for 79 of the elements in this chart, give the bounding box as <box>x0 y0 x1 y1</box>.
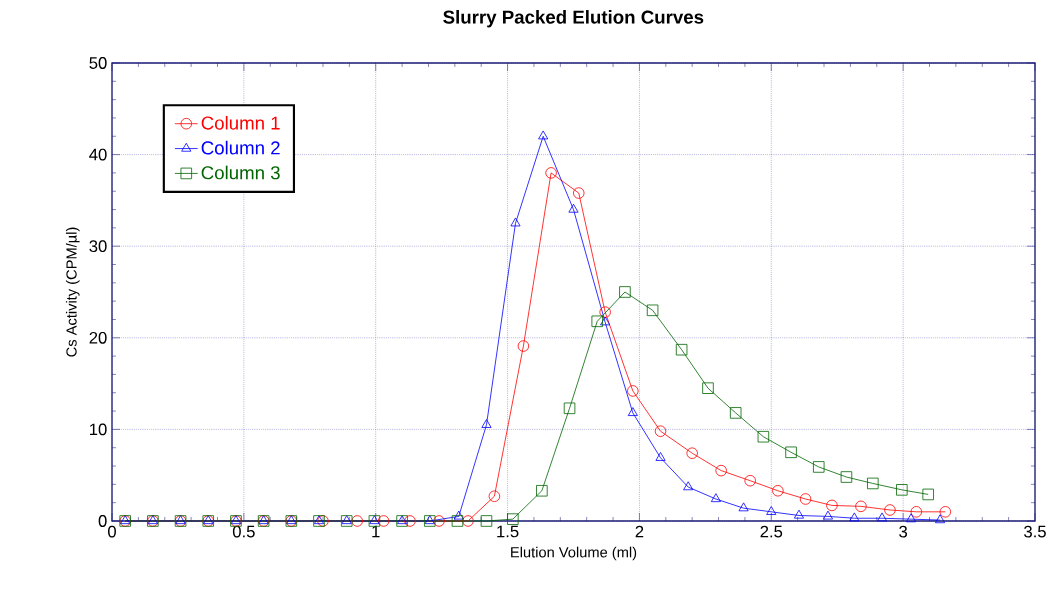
y-tick-label: 50 <box>89 57 107 69</box>
point <box>766 506 777 515</box>
point <box>744 474 756 487</box>
point <box>599 306 611 318</box>
point <box>729 407 742 419</box>
y-axis-title: Cs Activity (CPM/µl) <box>65 227 80 357</box>
point <box>686 447 698 459</box>
x-tick-label: 3.5 <box>1024 525 1046 538</box>
point <box>591 315 603 328</box>
legend-label: Column 3 <box>201 165 280 180</box>
point <box>404 515 416 527</box>
point <box>935 514 946 524</box>
point <box>619 286 631 298</box>
point <box>793 509 804 519</box>
point <box>317 515 329 527</box>
x-axis-title: Elution Volume (ml) <box>511 546 637 561</box>
point <box>573 187 585 199</box>
x-tick-label: 0.5 <box>232 525 255 538</box>
point <box>675 343 688 356</box>
point <box>481 419 492 428</box>
point <box>738 502 749 512</box>
point <box>600 316 611 326</box>
point <box>813 461 825 473</box>
point <box>772 485 784 497</box>
point <box>451 515 464 527</box>
point <box>627 385 639 397</box>
x-tick-label: 2.5 <box>760 525 783 538</box>
point <box>517 340 530 352</box>
y-tick-label: 10 <box>90 423 107 436</box>
point <box>896 484 908 496</box>
y-tick-label: 0 <box>98 515 107 527</box>
point <box>462 515 474 527</box>
legend-label: Column 2 <box>201 140 280 155</box>
point <box>654 425 667 437</box>
point <box>906 513 917 523</box>
point <box>822 510 833 520</box>
point <box>826 499 838 512</box>
y-tick-label: 30 <box>89 240 107 253</box>
point <box>510 217 521 227</box>
point <box>683 481 694 491</box>
point <box>757 430 770 443</box>
point <box>715 464 727 477</box>
point <box>840 471 853 483</box>
point <box>799 493 812 505</box>
point <box>655 452 666 461</box>
point <box>538 130 549 140</box>
point <box>563 402 576 415</box>
y-tick-label: 20 <box>89 331 107 344</box>
x-tick-label: 2 <box>635 525 644 538</box>
chart-title: Slurry Packed Elution Curves <box>443 10 704 28</box>
point <box>433 515 445 527</box>
legend-label: Column 1 <box>201 115 280 130</box>
point <box>910 506 923 518</box>
point <box>377 515 390 527</box>
point <box>507 513 519 525</box>
point <box>488 490 501 502</box>
y-tick-label: 40 <box>89 148 107 161</box>
point <box>536 485 548 497</box>
x-tick-label: 3 <box>899 525 908 538</box>
point <box>877 512 888 522</box>
x-tick-label: 0 <box>108 525 116 538</box>
point <box>545 167 557 179</box>
point <box>627 407 638 416</box>
point <box>453 510 464 520</box>
point <box>884 504 896 516</box>
point <box>939 506 952 518</box>
point <box>710 493 721 503</box>
point <box>480 515 493 527</box>
point <box>646 304 659 317</box>
x-tick-label: 1 <box>372 525 380 538</box>
point <box>351 515 363 527</box>
point <box>568 203 579 213</box>
point <box>785 446 797 459</box>
point <box>855 500 867 513</box>
point <box>702 382 714 394</box>
x-tick-label: 1.5 <box>497 525 519 538</box>
point <box>849 512 860 522</box>
point <box>922 488 934 501</box>
point <box>867 477 879 490</box>
